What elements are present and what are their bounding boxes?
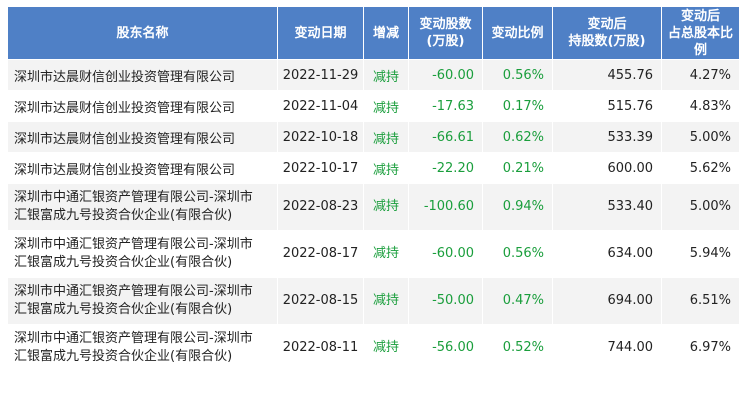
change-type: 减持 bbox=[363, 324, 409, 372]
change-shares: -22.20 bbox=[408, 152, 483, 184]
holding-after: 600.00 bbox=[552, 152, 662, 184]
table-row: 深圳市达晨财信创业投资管理有限公司 2022-11-04 减持 -17.63 0… bbox=[7, 90, 740, 122]
shareholder-name: 深圳市达晨财信创业投资管理有限公司 bbox=[7, 90, 278, 122]
table-row: 深圳市中通汇银资产管理有限公司-深圳市 汇银富成九号投资合伙企业(有限合伙) 2… bbox=[7, 230, 740, 278]
change-ratio: 0.56% bbox=[482, 230, 553, 278]
header-shareholder-name: 股东名称 bbox=[7, 6, 278, 60]
change-date: 2022-08-17 bbox=[277, 230, 364, 278]
change-date: 2022-08-11 bbox=[277, 324, 364, 372]
pct-after: 6.97% bbox=[661, 324, 740, 372]
table-row: 深圳市达晨财信创业投资管理有限公司 2022-11-29 减持 -60.00 0… bbox=[7, 59, 740, 91]
header-change-shares-line2: (万股) bbox=[426, 34, 465, 49]
shareholder-change-table: 股东名称 变动日期 增减 变动股数 (万股) 变动比例 变动后 持股数(万股) … bbox=[7, 6, 740, 372]
change-date: 2022-10-18 bbox=[277, 121, 364, 153]
header-pct-after-line2: 占总股本比例 bbox=[667, 25, 733, 58]
pct-after: 5.00% bbox=[661, 183, 740, 231]
holding-after: 694.00 bbox=[552, 277, 662, 325]
change-shares: -50.00 bbox=[408, 277, 483, 325]
change-type: 减持 bbox=[363, 183, 409, 231]
change-shares: -66.61 bbox=[408, 121, 483, 153]
table-row: 深圳市达晨财信创业投资管理有限公司 2022-10-18 减持 -66.61 0… bbox=[7, 121, 740, 153]
change-shares: -60.00 bbox=[408, 230, 483, 278]
pct-after: 5.62% bbox=[661, 152, 740, 184]
holding-after: 515.76 bbox=[552, 90, 662, 122]
change-date: 2022-11-04 bbox=[277, 90, 364, 122]
shareholder-name-line2: 汇银富成九号投资合伙企业(有限合伙) bbox=[14, 349, 233, 364]
header-change-ratio: 变动比例 bbox=[482, 6, 553, 60]
shareholder-name: 深圳市中通汇银资产管理有限公司-深圳市 汇银富成九号投资合伙企业(有限合伙) bbox=[7, 183, 278, 231]
change-ratio: 0.56% bbox=[482, 59, 553, 91]
shareholder-name: 深圳市达晨财信创业投资管理有限公司 bbox=[7, 152, 278, 184]
shareholder-change-table-container: 股东名称 变动日期 增减 变动股数 (万股) 变动比例 变动后 持股数(万股) … bbox=[7, 6, 740, 372]
header-change-shares-line1: 变动股数 bbox=[419, 17, 472, 32]
holding-after: 533.40 bbox=[552, 183, 662, 231]
holding-after: 533.39 bbox=[552, 121, 662, 153]
shareholder-name: 深圳市中通汇银资产管理有限公司-深圳市 汇银富成九号投资合伙企业(有限合伙) bbox=[7, 230, 278, 278]
table-row: 深圳市中通汇银资产管理有限公司-深圳市 汇银富成九号投资合伙企业(有限合伙) 2… bbox=[7, 324, 740, 372]
shareholder-name-line2: 汇银富成九号投资合伙企业(有限合伙) bbox=[14, 208, 233, 223]
table-row: 深圳市中通汇银资产管理有限公司-深圳市 汇银富成九号投资合伙企业(有限合伙) 2… bbox=[7, 183, 740, 231]
change-ratio: 0.62% bbox=[482, 121, 553, 153]
shareholder-name-line2: 汇银富成九号投资合伙企业(有限合伙) bbox=[14, 255, 233, 270]
change-ratio: 0.21% bbox=[482, 152, 553, 184]
pct-after: 6.51% bbox=[661, 277, 740, 325]
shareholder-name: 深圳市达晨财信创业投资管理有限公司 bbox=[7, 121, 278, 153]
change-date: 2022-08-23 bbox=[277, 183, 364, 231]
shareholder-name: 深圳市中通汇银资产管理有限公司-深圳市 汇银富成九号投资合伙企业(有限合伙) bbox=[7, 324, 278, 372]
header-holding-after: 变动后 持股数(万股) bbox=[552, 6, 662, 60]
change-date: 2022-11-29 bbox=[277, 59, 364, 91]
shareholder-name-line1: 深圳市中通汇银资产管理有限公司-深圳市 bbox=[14, 284, 253, 299]
header-change-date: 变动日期 bbox=[277, 6, 364, 60]
header-pct-after: 变动后 占总股本比例 bbox=[661, 6, 740, 60]
change-type: 减持 bbox=[363, 90, 409, 122]
change-type: 减持 bbox=[363, 277, 409, 325]
holding-after: 744.00 bbox=[552, 324, 662, 372]
change-ratio: 0.47% bbox=[482, 277, 553, 325]
header-holding-after-line1: 变动后 bbox=[587, 17, 627, 32]
holding-after: 455.76 bbox=[552, 59, 662, 91]
shareholder-name: 深圳市达晨财信创业投资管理有限公司 bbox=[7, 59, 278, 91]
change-shares: -56.00 bbox=[408, 324, 483, 372]
holding-after: 634.00 bbox=[552, 230, 662, 278]
change-shares: -60.00 bbox=[408, 59, 483, 91]
change-type: 减持 bbox=[363, 230, 409, 278]
table-row: 深圳市中通汇银资产管理有限公司-深圳市 汇银富成九号投资合伙企业(有限合伙) 2… bbox=[7, 277, 740, 325]
pct-after: 4.83% bbox=[661, 90, 740, 122]
header-change-type: 增减 bbox=[363, 6, 409, 60]
change-ratio: 0.52% bbox=[482, 324, 553, 372]
change-date: 2022-08-15 bbox=[277, 277, 364, 325]
shareholder-name-line1: 深圳市中通汇银资产管理有限公司-深圳市 bbox=[14, 237, 253, 252]
pct-after: 5.94% bbox=[661, 230, 740, 278]
header-change-shares: 变动股数 (万股) bbox=[408, 6, 483, 60]
change-shares: -17.63 bbox=[408, 90, 483, 122]
change-date: 2022-10-17 bbox=[277, 152, 364, 184]
change-ratio: 0.17% bbox=[482, 90, 553, 122]
shareholder-name-line1: 深圳市中通汇银资产管理有限公司-深圳市 bbox=[14, 190, 253, 205]
change-ratio: 0.94% bbox=[482, 183, 553, 231]
change-type: 减持 bbox=[363, 152, 409, 184]
pct-after: 5.00% bbox=[661, 121, 740, 153]
change-type: 减持 bbox=[363, 59, 409, 91]
pct-after: 4.27% bbox=[661, 59, 740, 91]
header-pct-after-line1: 变动后 bbox=[680, 8, 720, 24]
change-type: 减持 bbox=[363, 121, 409, 153]
change-shares: -100.60 bbox=[408, 183, 483, 231]
shareholder-name: 深圳市中通汇银资产管理有限公司-深圳市 汇银富成九号投资合伙企业(有限合伙) bbox=[7, 277, 278, 325]
table-header-row: 股东名称 变动日期 增减 变动股数 (万股) 变动比例 变动后 持股数(万股) … bbox=[7, 6, 740, 60]
shareholder-name-line2: 汇银富成九号投资合伙企业(有限合伙) bbox=[14, 302, 233, 317]
header-holding-after-line2: 持股数(万股) bbox=[568, 34, 646, 49]
table-row: 深圳市达晨财信创业投资管理有限公司 2022-10-17 减持 -22.20 0… bbox=[7, 152, 740, 184]
shareholder-name-line1: 深圳市中通汇银资产管理有限公司-深圳市 bbox=[14, 331, 253, 346]
